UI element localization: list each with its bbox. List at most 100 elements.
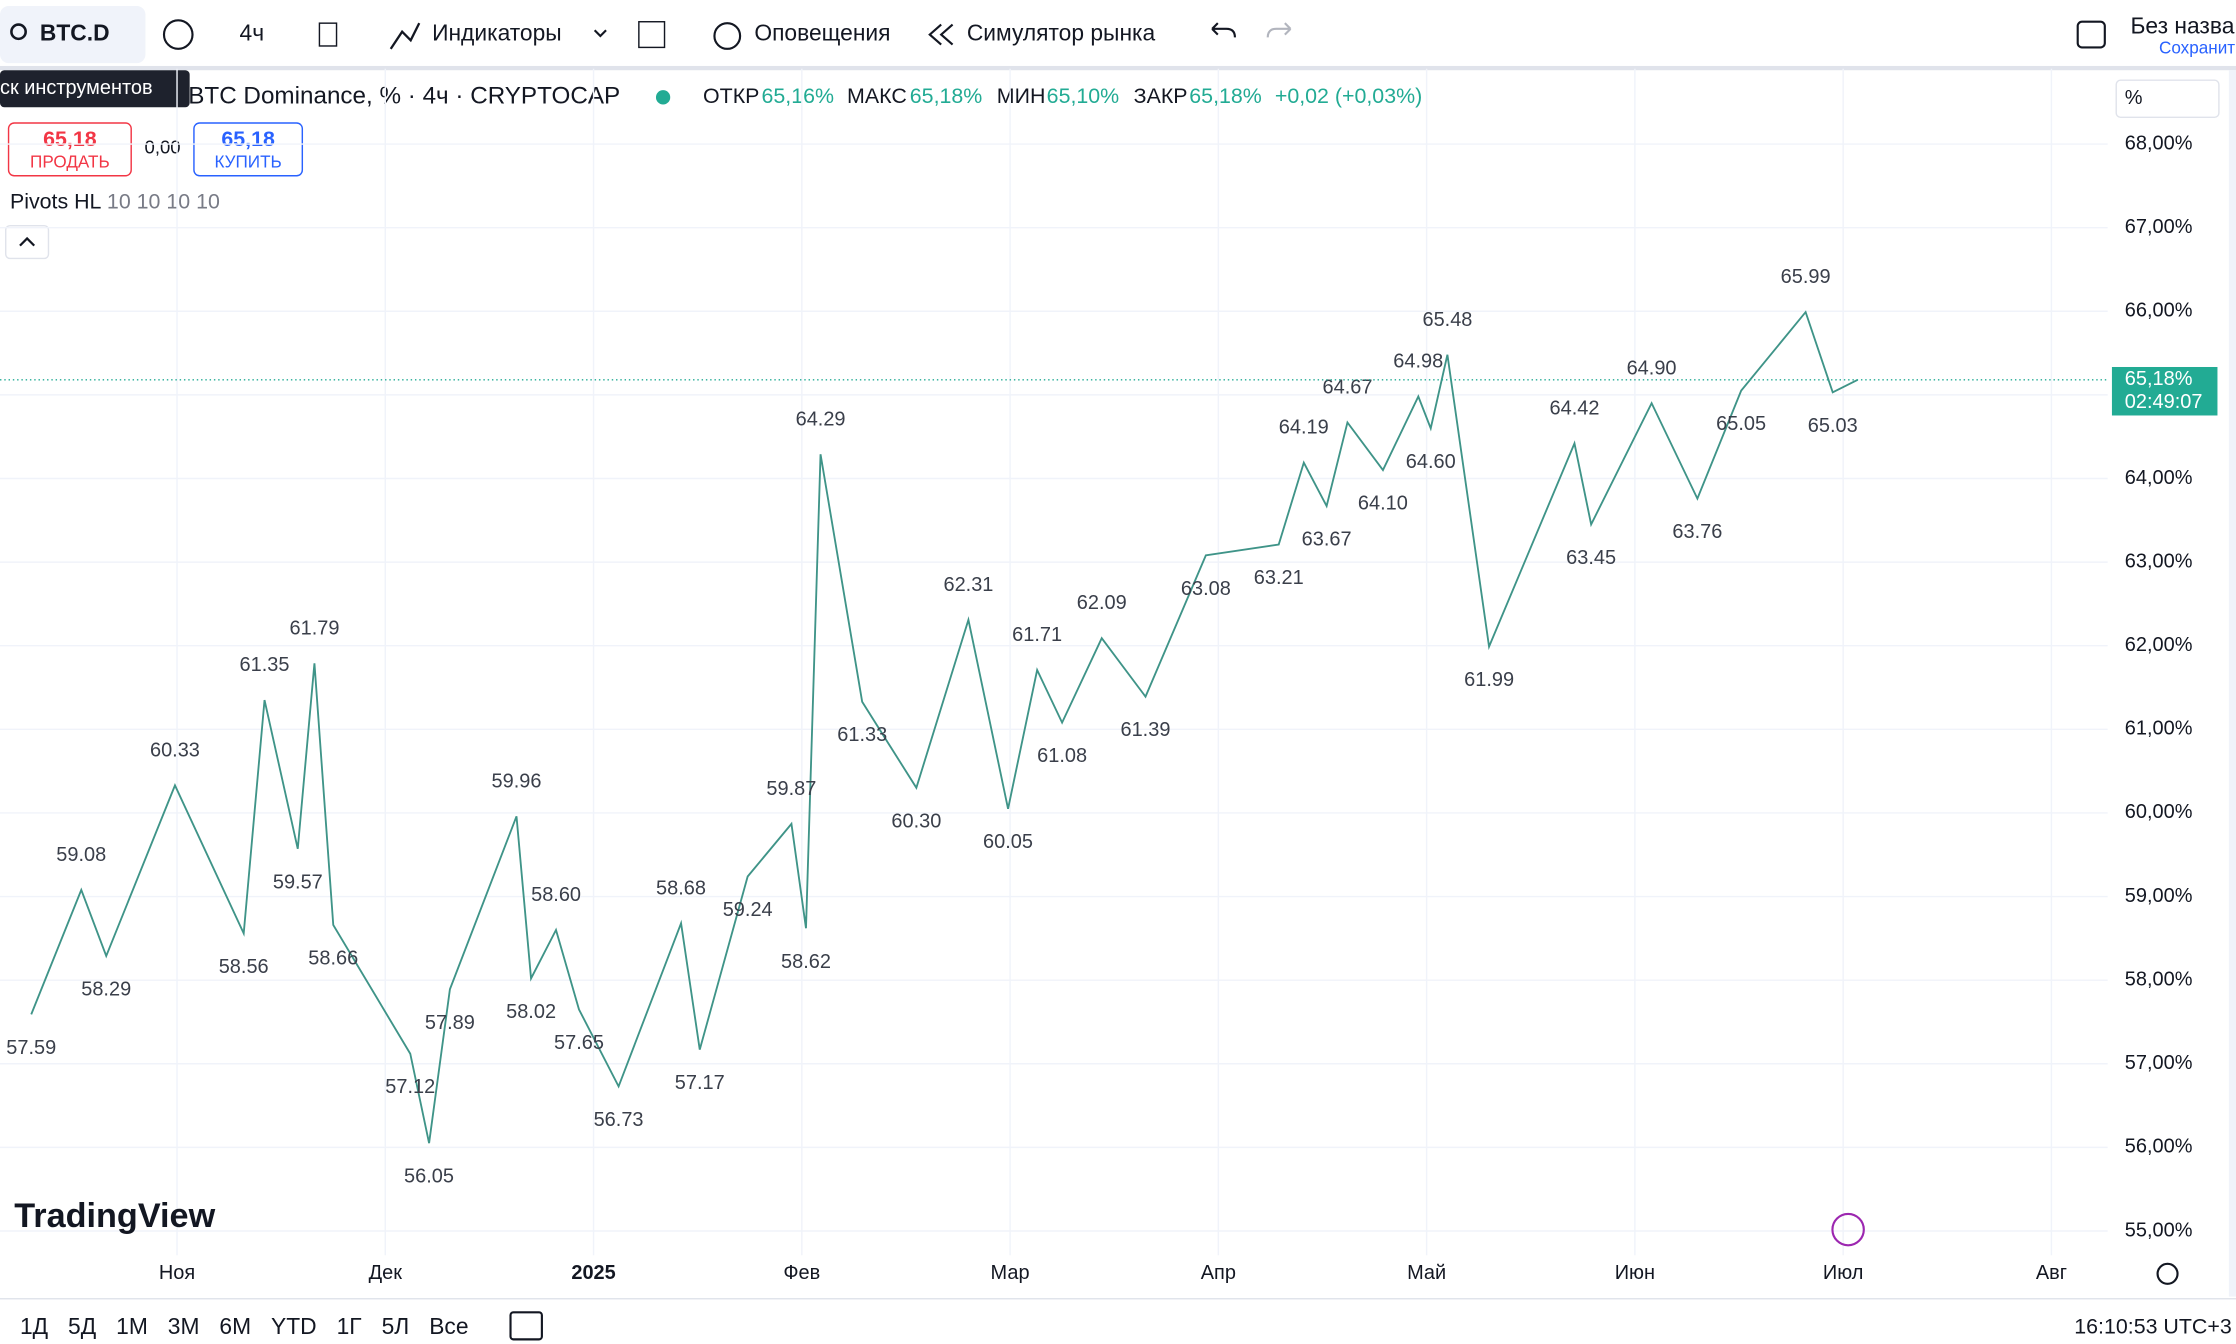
x-tick-label: Июн <box>1615 1262 1655 1284</box>
replay-icon <box>928 23 954 46</box>
pivot-label: 64.10 <box>1358 493 1408 515</box>
pivot-label: 63.45 <box>1566 547 1616 569</box>
y-tick-label: 68,00% <box>2125 132 2193 154</box>
indicator-params: 10 10 10 10 <box>107 189 220 213</box>
market-status <box>655 90 671 105</box>
price-line <box>30 310 1859 1144</box>
pivot-label: 64.98 <box>1393 351 1443 373</box>
tooltip <box>0 70 190 108</box>
pivot-label: 56.73 <box>594 1109 644 1131</box>
pivot-label: 61.79 <box>290 617 340 639</box>
x-tick-label: Дек <box>369 1262 403 1284</box>
range-button[interactable]: 1М <box>116 1313 148 1339</box>
range-button[interactable]: Все <box>429 1313 468 1339</box>
pivot-label: 60.05 <box>983 831 1033 853</box>
range-button[interactable]: 1Г <box>337 1313 362 1339</box>
y-tick-label: 57,00% <box>2125 1052 2193 1074</box>
plot: 55,00% 56,00% 57,00% 58,00% 59,00% 60,00% 61,0… <box>0 68 2218 1284</box>
pivot-label: 60.30 <box>891 810 941 832</box>
spread: 0,00 <box>145 137 181 158</box>
buy-button[interactable] <box>193 122 304 177</box>
y-tick-label: 62,00% <box>2125 634 2193 656</box>
x-tick-label: Авг <box>2036 1262 2067 1284</box>
x-tick-label: Июл <box>1823 1262 1864 1284</box>
tooltip-text: ск инструментов <box>0 77 153 99</box>
layout-name[interactable]: Без назва <box>2130 12 2234 38</box>
symbol[interactable]: BTC.D <box>40 20 110 46</box>
toolbar-divider <box>0 65 2236 71</box>
y-tick-label: 60,00% <box>2125 801 2193 823</box>
replay-button[interactable]: Симулятор рынка <box>967 20 1156 46</box>
pivot-label: 57.17 <box>675 1072 725 1094</box>
y-tick-label: 67,00% <box>2125 216 2193 238</box>
pivot-label: 58.68 <box>656 877 706 899</box>
layout-checkbox[interactable] <box>2076 20 2106 49</box>
sell-price[interactable]: 65,18 <box>43 127 97 151</box>
x-tick-label: Мар <box>991 1262 1030 1284</box>
y-tick-label: 56,00% <box>2125 1136 2193 1158</box>
pivot-label: 64.42 <box>1550 397 1600 419</box>
pivot-label: 65.99 <box>1781 266 1831 288</box>
pivot-label: 58.66 <box>308 947 358 969</box>
last-price-tag <box>2111 366 2218 416</box>
goto-date[interactable] <box>509 1311 543 1341</box>
close-value: 65,18% <box>1189 84 1262 108</box>
pivot-label: 65.03 <box>1808 415 1858 437</box>
range-button[interactable]: 6М <box>219 1313 251 1339</box>
sell-button[interactable] <box>7 122 132 177</box>
x-tick-label: Фев <box>783 1262 820 1284</box>
pivot-label: 59.87 <box>766 778 816 800</box>
pivot-label: 64.90 <box>1627 357 1677 379</box>
range-button[interactable]: 5Д <box>68 1313 97 1339</box>
scale-unit[interactable]: % <box>2125 87 2143 109</box>
pivot-label: 59.08 <box>56 844 106 866</box>
redo-button[interactable] <box>1266 22 1292 38</box>
range-button[interactable]: 3М <box>168 1313 200 1339</box>
alerts-button[interactable]: Оповещения <box>754 20 890 46</box>
pivot-label: 57.89 <box>425 1012 475 1034</box>
sell-label[interactable]: ПРОДАТЬ <box>30 152 110 171</box>
range-button[interactable]: 5Л <box>382 1313 410 1339</box>
x-tick-label: Ноя <box>159 1262 195 1284</box>
logo: TradingView <box>14 1197 215 1235</box>
y-tick-label: 59,00% <box>2125 885 2193 907</box>
compare-button[interactable] <box>162 19 194 50</box>
y-tick-label: 64,00% <box>2125 467 2193 489</box>
low-value: 65,10% <box>1047 84 1120 108</box>
buy-price[interactable]: 65,18 <box>221 127 275 151</box>
dropdown-icon[interactable] <box>593 29 607 38</box>
range-button[interactable]: YTD <box>271 1313 317 1339</box>
layout-button[interactable] <box>638 21 666 49</box>
pivot-label: 57.59 <box>6 1037 56 1059</box>
high-label: МАКС <box>847 84 907 108</box>
x-tick-label: Май <box>1407 1262 1446 1284</box>
pivot-label: 63.08 <box>1181 578 1231 600</box>
collapse-button[interactable] <box>4 224 50 260</box>
close-label: ЗАКР <box>1134 84 1188 108</box>
lightning-icon <box>1831 1212 1865 1247</box>
last-price-label: 65,18% <box>2125 368 2193 390</box>
range-button[interactable]: 1Д <box>20 1313 49 1339</box>
indicators-button[interactable]: Индикаторы <box>432 20 562 46</box>
scale-unit-box[interactable] <box>2115 79 2220 118</box>
buy-label[interactable]: КУПИТЬ <box>214 152 281 171</box>
low-label: МИН <box>997 84 1046 108</box>
symbol-search[interactable] <box>0 6 146 64</box>
x-tick-label: Апр <box>1201 1262 1236 1284</box>
pivot-label: 63.21 <box>1254 567 1304 589</box>
save-label[interactable]: Сохранит <box>2159 38 2235 57</box>
pivot-label: 61.39 <box>1120 719 1170 741</box>
settings-icon[interactable] <box>2156 1262 2179 1285</box>
undo-button[interactable] <box>1211 22 1237 38</box>
high-value: 65,18% <box>910 84 982 108</box>
chart-type-button[interactable] <box>318 22 338 47</box>
bottom-bar: 1Д 5Д 1М 3М 6М YTD 1Г 5Л Все <box>20 1313 469 1339</box>
interval[interactable]: 4ч <box>240 20 265 46</box>
pivot-label: 64.67 <box>1323 377 1373 399</box>
x-tick-label: 2025 <box>571 1262 615 1284</box>
pivot-label: 63.67 <box>1302 529 1352 551</box>
pivot-label: 64.29 <box>796 408 846 430</box>
pivot-label: 58.29 <box>81 978 131 1000</box>
indicator-name: Pivots HL <box>10 189 102 213</box>
